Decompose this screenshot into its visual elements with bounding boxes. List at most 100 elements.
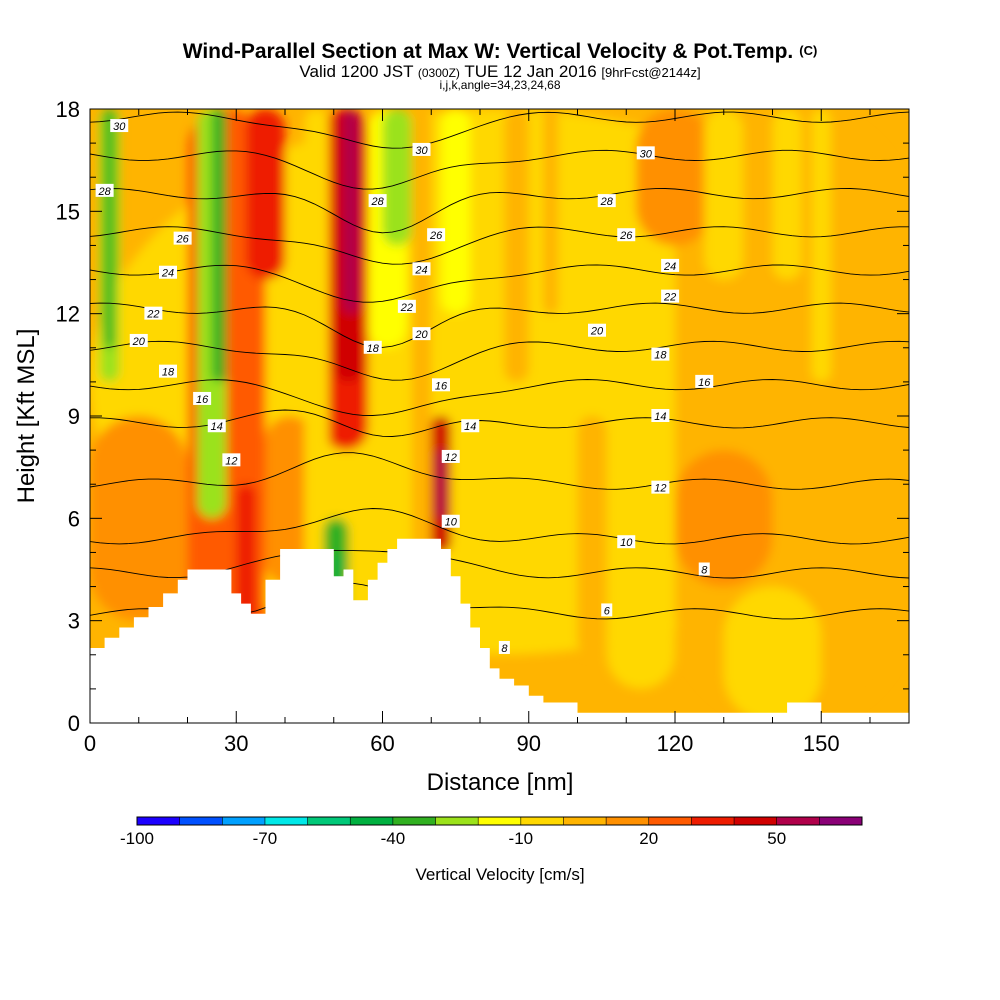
velocity-blob xyxy=(606,552,675,689)
colorbar-swatch xyxy=(520,817,564,825)
theta-label-bg xyxy=(193,391,212,405)
colorbar-tick-label: -100 xyxy=(120,829,154,848)
theta-label: 10 xyxy=(441,514,460,529)
x-tick-label: 150 xyxy=(803,731,840,756)
theta-label-text: 22 xyxy=(400,302,413,314)
theta-label: 22 xyxy=(144,306,163,321)
velocity-blob xyxy=(90,416,188,621)
colorbar-swatch xyxy=(606,817,650,825)
theta-label-bg xyxy=(412,262,431,276)
theta-label-text: 12 xyxy=(225,455,237,467)
theta-label-text: 22 xyxy=(663,292,676,304)
theta-label: 12 xyxy=(651,480,670,495)
theta-contour-24 xyxy=(90,226,909,265)
theta-label-text: 28 xyxy=(98,186,112,198)
colorbar-swatch xyxy=(350,817,394,825)
theta-contour-18 xyxy=(90,340,909,381)
theta-label-text: 18 xyxy=(367,343,380,355)
vertical-velocity-field xyxy=(90,109,909,723)
theta-contour-20 xyxy=(90,302,909,348)
theta-label: 16 xyxy=(193,391,212,406)
theta-contour-26 xyxy=(90,188,909,234)
x-tick-label: 90 xyxy=(517,731,541,756)
theta-label: 18 xyxy=(363,340,382,355)
velocity-blob xyxy=(343,109,359,314)
colorbar-swatch xyxy=(264,817,309,825)
theta-label-bg xyxy=(110,119,129,133)
colorbar-swatch xyxy=(435,817,479,825)
plot-area: 30 28 26 24 22 20 18 16 14 12 30 28 26 24 22 20 18 16 14 12… xyxy=(90,109,909,723)
theta-label-bg xyxy=(412,142,431,156)
theta-label-bg xyxy=(698,562,710,576)
y-tick-label: 0 xyxy=(68,711,80,736)
theta-label: 24 xyxy=(412,262,431,276)
subtitle-valid: Valid 1200 JST xyxy=(299,62,413,81)
theta-label-bg xyxy=(207,419,226,433)
theta-label: 24 xyxy=(159,265,177,280)
theta-contour-labels: 30 28 26 24 22 20 18 16 14 12 30 28 26 24 22 20 18 16 14 12… xyxy=(95,119,714,655)
title-units: (C) xyxy=(799,43,817,58)
theta-label-bg xyxy=(397,299,416,313)
theta-label: 24 xyxy=(661,258,680,273)
theta-label-text: 16 xyxy=(435,380,448,392)
theta-label-bg xyxy=(441,449,460,463)
theta-label-text: 20 xyxy=(414,329,428,341)
theta-label-text: 6 xyxy=(604,605,611,617)
colorbar-tick-label: 20 xyxy=(639,829,658,848)
theta-contour-28 xyxy=(90,149,909,190)
velocity-blob xyxy=(436,450,446,519)
theta-label-bg xyxy=(651,409,670,422)
theta-label-bg xyxy=(695,374,714,388)
colorbar-frame xyxy=(136,816,863,826)
chart-subtitle: Valid 1200 JST (0300Z) TUE 12 Jan 2016 [… xyxy=(299,62,700,81)
y-tick-label: 9 xyxy=(68,404,80,429)
theta-label-text: 22 xyxy=(146,309,159,321)
y-axis-label: Height [Kft MSL] xyxy=(13,329,40,504)
theta-label-bg xyxy=(661,289,680,303)
theta-label-text: 18 xyxy=(654,350,667,362)
theta-label: 14 xyxy=(461,419,480,433)
colorbar-swatch xyxy=(222,817,266,825)
velocity-blob xyxy=(772,109,802,280)
theta-label-text: 28 xyxy=(371,196,385,208)
subtitle-forecast: [9hrFcst@2144z] xyxy=(601,65,700,80)
velocity-blob xyxy=(104,109,115,348)
velocity-blob xyxy=(577,416,607,655)
theta-contour-30 xyxy=(90,111,909,149)
velocity-blob xyxy=(382,109,412,246)
theta-label: 12 xyxy=(222,453,241,467)
theta-contour-22 xyxy=(90,264,909,303)
theta-label: 8 xyxy=(498,640,510,655)
theta-label-bg xyxy=(461,419,480,433)
theta-label: 6 xyxy=(601,603,613,617)
theta-label-bg xyxy=(441,514,460,528)
theta-label-text: 26 xyxy=(429,230,443,242)
theta-label-text: 14 xyxy=(464,421,476,433)
theta-label: 18 xyxy=(159,364,177,379)
chart-title: Wind-Parallel Section at Max W: Vertical… xyxy=(183,40,818,63)
theta-label-text: 14 xyxy=(211,421,223,433)
theta-label: 20 xyxy=(129,333,148,348)
theta-label-bg xyxy=(412,327,431,341)
theta-label-bg xyxy=(661,258,680,272)
theta-label: 28 xyxy=(597,194,616,208)
colorbar-swatch xyxy=(776,817,820,825)
theta-label-bg xyxy=(95,183,114,197)
x-tick-label: 60 xyxy=(370,731,394,756)
y-tick-label: 12 xyxy=(56,302,80,327)
theta-label: 18 xyxy=(651,347,670,362)
velocity-blob xyxy=(543,109,558,314)
theta-label-bg xyxy=(617,535,636,549)
theta-label-bg xyxy=(601,603,613,617)
theta-label-text: 30 xyxy=(640,148,653,160)
theta-label: 20 xyxy=(412,327,431,341)
velocity-blob xyxy=(441,109,471,314)
theta-label: 14 xyxy=(207,419,226,433)
theta-label-bg xyxy=(159,364,177,378)
colorbar-swatch xyxy=(734,817,778,825)
theta-label-text: 8 xyxy=(701,565,708,577)
theta-label: 26 xyxy=(617,228,636,242)
velocity-blob xyxy=(236,484,256,621)
theta-label-bg xyxy=(159,265,177,279)
theta-label: 20 xyxy=(588,323,606,338)
